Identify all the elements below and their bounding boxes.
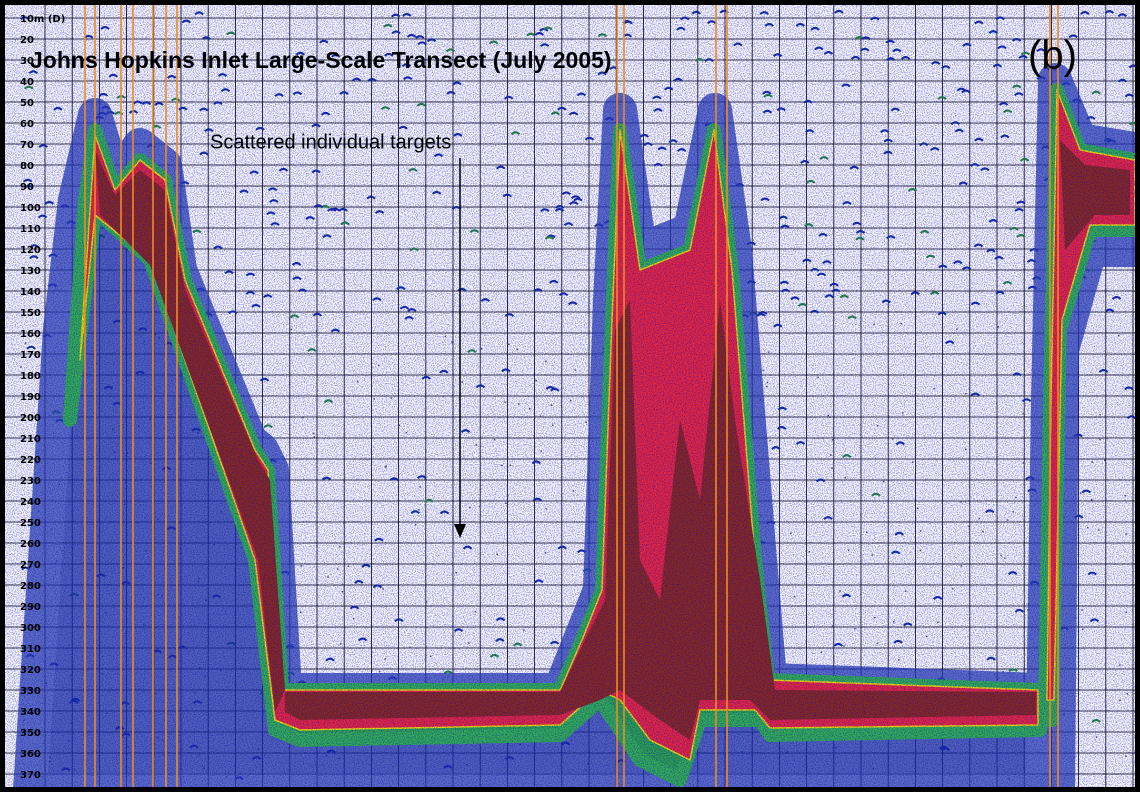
depth-tick-label: 170 <box>20 350 41 361</box>
depth-tick-label: 20 <box>20 35 34 46</box>
depth-tick-label: 220 <box>20 455 41 466</box>
depth-tick-label: 250 <box>20 518 41 529</box>
echo-mass <box>0 0 1140 792</box>
depth-tick-label: 120 <box>20 245 41 256</box>
depth-tick-label: 290 <box>20 602 41 613</box>
depth-tick-label: 280 <box>20 581 41 592</box>
depth-tick-label: 360 <box>20 749 41 760</box>
depth-tick-label: 110 <box>20 224 41 235</box>
depth-tick-label: 210 <box>20 434 41 445</box>
depth-tick-label: 80 <box>20 161 34 172</box>
depth-tick-label: 50 <box>20 98 34 109</box>
depth-tick-label: 70 <box>20 140 34 151</box>
depth-tick-label: 230 <box>20 476 41 487</box>
depth-tick-label: 270 <box>20 560 41 571</box>
depth-tick-label: 310 <box>20 644 41 655</box>
depth-tick-label: 60 <box>20 119 34 130</box>
depth-tick-label: 130 <box>20 266 41 277</box>
depth-tick-label: 330 <box>20 686 41 697</box>
depth-tick-label: 300 <box>20 623 41 634</box>
depth-tick-label: 190 <box>20 392 41 403</box>
depth-tick-label: 150 <box>20 308 41 319</box>
depth-tick-label: 350 <box>20 728 41 739</box>
depth-tick-label: 260 <box>20 539 41 550</box>
depth-tick-label: 320 <box>20 665 41 676</box>
depth-tick-label: 200 <box>20 413 41 424</box>
title: Johns Hopkins Inlet Large-Scale Transect… <box>30 47 612 73</box>
depth-tick-label: 240 <box>20 497 41 508</box>
depth-tick-label: 140 <box>20 287 41 298</box>
depth-tick-label: 160 <box>20 329 41 340</box>
depth-tick-label: 10m (D) <box>20 14 65 25</box>
depth-tick-label: 40 <box>20 77 34 88</box>
depth-tick-label: 100 <box>20 203 41 214</box>
depth-tick-label: 340 <box>20 707 41 718</box>
depth-tick-label: 90 <box>20 182 34 193</box>
depth-tick-label: 180 <box>20 371 41 382</box>
depth-tick-label: 370 <box>20 770 41 781</box>
echogram: 10m (D)203040506070809010011012013014015… <box>0 0 1140 792</box>
panel-label: (b) <box>1028 34 1077 78</box>
annotation: Scattered individual targets <box>210 131 451 153</box>
